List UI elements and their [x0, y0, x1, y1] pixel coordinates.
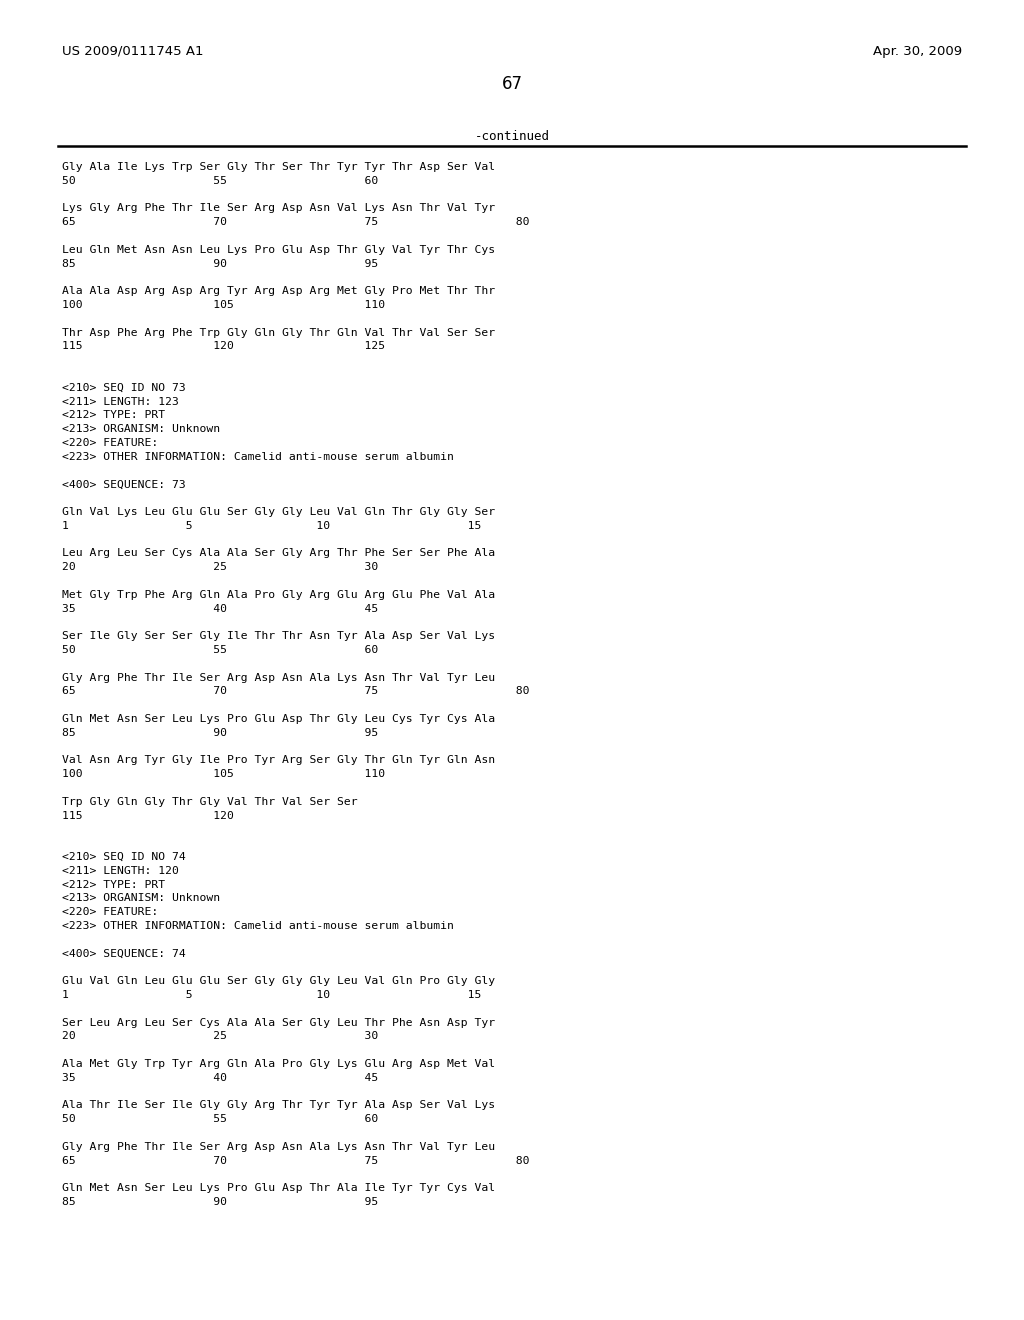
Text: 50                    55                    60: 50 55 60 [62, 645, 378, 655]
Text: Ser Leu Arg Leu Ser Cys Ala Ala Ser Gly Leu Thr Phe Asn Asp Tyr: Ser Leu Arg Leu Ser Cys Ala Ala Ser Gly … [62, 1018, 496, 1027]
Text: US 2009/0111745 A1: US 2009/0111745 A1 [62, 45, 204, 58]
Text: <400> SEQUENCE: 74: <400> SEQUENCE: 74 [62, 949, 185, 958]
Text: Ala Ala Asp Arg Asp Arg Tyr Arg Asp Arg Met Gly Pro Met Thr Thr: Ala Ala Asp Arg Asp Arg Tyr Arg Asp Arg … [62, 286, 496, 296]
Text: Gln Val Lys Leu Glu Glu Ser Gly Gly Leu Val Gln Thr Gly Gly Ser: Gln Val Lys Leu Glu Glu Ser Gly Gly Leu … [62, 507, 496, 517]
Text: Ala Met Gly Trp Tyr Arg Gln Ala Pro Gly Lys Glu Arg Asp Met Val: Ala Met Gly Trp Tyr Arg Gln Ala Pro Gly … [62, 1059, 496, 1069]
Text: <213> ORGANISM: Unknown: <213> ORGANISM: Unknown [62, 894, 220, 903]
Text: <220> FEATURE:: <220> FEATURE: [62, 438, 159, 447]
Text: Val Asn Arg Tyr Gly Ile Pro Tyr Arg Ser Gly Thr Gln Tyr Gln Asn: Val Asn Arg Tyr Gly Ile Pro Tyr Arg Ser … [62, 755, 496, 766]
Text: <210> SEQ ID NO 73: <210> SEQ ID NO 73 [62, 383, 185, 393]
Text: Met Gly Trp Phe Arg Gln Ala Pro Gly Arg Glu Arg Glu Phe Val Ala: Met Gly Trp Phe Arg Gln Ala Pro Gly Arg … [62, 590, 496, 599]
Text: 50                    55                    60: 50 55 60 [62, 1114, 378, 1125]
Text: 100                   105                   110: 100 105 110 [62, 770, 385, 779]
Text: Gly Ala Ile Lys Trp Ser Gly Thr Ser Thr Tyr Tyr Thr Asp Ser Val: Gly Ala Ile Lys Trp Ser Gly Thr Ser Thr … [62, 162, 496, 172]
Text: Gly Arg Phe Thr Ile Ser Arg Asp Asn Ala Lys Asn Thr Val Tyr Leu: Gly Arg Phe Thr Ile Ser Arg Asp Asn Ala … [62, 1142, 496, 1152]
Text: 1                 5                  10                    15: 1 5 10 15 [62, 990, 481, 1001]
Text: <213> ORGANISM: Unknown: <213> ORGANISM: Unknown [62, 424, 220, 434]
Text: 115                   120: 115 120 [62, 810, 233, 821]
Text: 65                    70                    75                    80: 65 70 75 80 [62, 686, 529, 697]
Text: Ser Ile Gly Ser Ser Gly Ile Thr Thr Asn Tyr Ala Asp Ser Val Lys: Ser Ile Gly Ser Ser Gly Ile Thr Thr Asn … [62, 631, 496, 642]
Text: 35                    40                    45: 35 40 45 [62, 603, 378, 614]
Text: 85                    90                    95: 85 90 95 [62, 727, 378, 738]
Text: Gly Arg Phe Thr Ile Ser Arg Asp Asn Ala Lys Asn Thr Val Tyr Leu: Gly Arg Phe Thr Ile Ser Arg Asp Asn Ala … [62, 673, 496, 682]
Text: <212> TYPE: PRT: <212> TYPE: PRT [62, 411, 165, 420]
Text: 85                    90                    95: 85 90 95 [62, 1197, 378, 1206]
Text: Glu Val Gln Leu Glu Glu Ser Gly Gly Gly Leu Val Gln Pro Gly Gly: Glu Val Gln Leu Glu Glu Ser Gly Gly Gly … [62, 977, 496, 986]
Text: Apr. 30, 2009: Apr. 30, 2009 [872, 45, 962, 58]
Text: <211> LENGTH: 120: <211> LENGTH: 120 [62, 866, 179, 875]
Text: Gln Met Asn Ser Leu Lys Pro Glu Asp Thr Ala Ile Tyr Tyr Cys Val: Gln Met Asn Ser Leu Lys Pro Glu Asp Thr … [62, 1183, 496, 1193]
Text: 20                    25                    30: 20 25 30 [62, 1031, 378, 1041]
Text: <223> OTHER INFORMATION: Camelid anti-mouse serum albumin: <223> OTHER INFORMATION: Camelid anti-mo… [62, 921, 454, 931]
Text: 65                    70                    75                    80: 65 70 75 80 [62, 218, 529, 227]
Text: 1                 5                  10                    15: 1 5 10 15 [62, 521, 481, 531]
Text: Gln Met Asn Ser Leu Lys Pro Glu Asp Thr Gly Leu Cys Tyr Cys Ala: Gln Met Asn Ser Leu Lys Pro Glu Asp Thr … [62, 714, 496, 723]
Text: <223> OTHER INFORMATION: Camelid anti-mouse serum albumin: <223> OTHER INFORMATION: Camelid anti-mo… [62, 451, 454, 462]
Text: 85                    90                    95: 85 90 95 [62, 259, 378, 268]
Text: 115                   120                   125: 115 120 125 [62, 342, 385, 351]
Text: <212> TYPE: PRT: <212> TYPE: PRT [62, 879, 165, 890]
Text: 100                   105                   110: 100 105 110 [62, 300, 385, 310]
Text: 65                    70                    75                    80: 65 70 75 80 [62, 1155, 529, 1166]
Text: <210> SEQ ID NO 74: <210> SEQ ID NO 74 [62, 851, 185, 862]
Text: Trp Gly Gln Gly Thr Gly Val Thr Val Ser Ser: Trp Gly Gln Gly Thr Gly Val Thr Val Ser … [62, 797, 357, 807]
Text: Leu Gln Met Asn Asn Leu Lys Pro Glu Asp Thr Gly Val Tyr Thr Cys: Leu Gln Met Asn Asn Leu Lys Pro Glu Asp … [62, 244, 496, 255]
Text: <400> SEQUENCE: 73: <400> SEQUENCE: 73 [62, 479, 185, 490]
Text: Ala Thr Ile Ser Ile Gly Gly Arg Thr Tyr Tyr Ala Asp Ser Val Lys: Ala Thr Ile Ser Ile Gly Gly Arg Thr Tyr … [62, 1101, 496, 1110]
Text: <211> LENGTH: 123: <211> LENGTH: 123 [62, 396, 179, 407]
Text: 35                    40                    45: 35 40 45 [62, 1073, 378, 1082]
Text: <220> FEATURE:: <220> FEATURE: [62, 907, 159, 917]
Text: Leu Arg Leu Ser Cys Ala Ala Ser Gly Arg Thr Phe Ser Ser Phe Ala: Leu Arg Leu Ser Cys Ala Ala Ser Gly Arg … [62, 548, 496, 558]
Text: -continued: -continued [474, 129, 550, 143]
Text: Thr Asp Phe Arg Phe Trp Gly Gln Gly Thr Gln Val Thr Val Ser Ser: Thr Asp Phe Arg Phe Trp Gly Gln Gly Thr … [62, 327, 496, 338]
Text: 50                    55                    60: 50 55 60 [62, 176, 378, 186]
Text: 20                    25                    30: 20 25 30 [62, 562, 378, 572]
Text: Lys Gly Arg Phe Thr Ile Ser Arg Asp Asn Val Lys Asn Thr Val Tyr: Lys Gly Arg Phe Thr Ile Ser Arg Asp Asn … [62, 203, 496, 214]
Text: 67: 67 [502, 75, 522, 92]
